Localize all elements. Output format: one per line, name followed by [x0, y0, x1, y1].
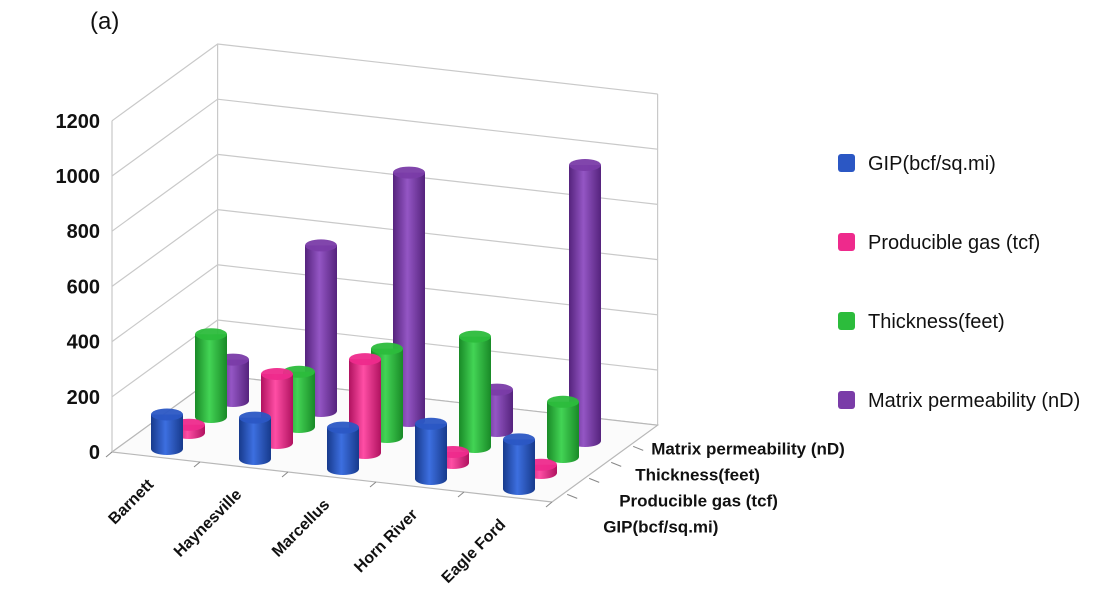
- x-category-label: Haynesville: [171, 486, 245, 560]
- x-tick: [457, 491, 465, 498]
- y-axis: 0 200 400 600 800 1000 1200: [56, 111, 101, 464]
- depth-tick: [611, 461, 622, 467]
- y-tick-label: 1000: [56, 166, 101, 188]
- y-tick-label: 800: [67, 221, 100, 243]
- bar: [327, 421, 359, 475]
- bar: [151, 408, 183, 455]
- legend-label-gip: GIP(bcf/sq.mi): [868, 153, 996, 175]
- legend-swatch-gip: [838, 154, 855, 172]
- bar: [459, 330, 491, 453]
- x-tick: [193, 461, 201, 468]
- x-tick: [105, 451, 113, 458]
- legend-swatch-thickness: [838, 312, 855, 330]
- bars: [151, 159, 601, 495]
- x-category-label: Marcellus: [269, 496, 333, 560]
- depth-axis-label: GIP(bcf/sq.mi): [603, 517, 718, 536]
- bar: [503, 433, 535, 495]
- legend-label-matrix-permeability: Matrix permeability (nD): [868, 390, 1081, 412]
- bar: [195, 328, 227, 423]
- y-tick-label: 1200: [56, 111, 101, 133]
- legend-label-thickness: Thickness(feet): [868, 311, 1005, 333]
- depth-axis-label: Thickness(feet): [635, 465, 760, 484]
- depth-axis: GIP(bcf/sq.mi) Producible gas (tcf) Thickn…: [567, 439, 845, 536]
- y-tick-label: 600: [67, 276, 100, 298]
- depth-axis-label: Matrix permeability (nD): [651, 439, 845, 458]
- x-category-label: Eagle Ford: [439, 516, 509, 586]
- legend-label-producible-gas: Producible gas (tcf): [868, 232, 1041, 254]
- legend-item-gip: GIP(bcf/sq.mi): [838, 150, 1093, 186]
- x-tick: [545, 501, 553, 508]
- bar: [415, 417, 447, 485]
- bar: [547, 395, 579, 463]
- x-tick: [369, 481, 377, 488]
- gridline: [111, 43, 658, 122]
- bar: [239, 411, 271, 465]
- bar: [569, 159, 601, 447]
- legend-item-thickness: Thickness(feet): [838, 308, 1093, 344]
- panel-label: (a): [90, 8, 120, 35]
- depth-tick: [633, 445, 644, 451]
- depth-axis-label: Producible gas (tcf): [619, 491, 778, 510]
- x-category-label: Barnett: [106, 476, 158, 528]
- legend-item-producible-gas: Producible gas (tcf): [838, 229, 1093, 265]
- y-tick-label: 400: [67, 332, 100, 354]
- legend: GIP(bcf/sq.mi) Producible gas (tcf) Thic…: [838, 150, 1093, 466]
- depth-tick: [567, 493, 578, 499]
- x-tick: [281, 471, 289, 478]
- legend-swatch-matrix-permeability: [838, 391, 855, 409]
- legend-item-matrix-permeability: Matrix permeability (nD): [838, 387, 1093, 423]
- y-tick-label: 0: [89, 442, 100, 464]
- depth-tick: [589, 477, 600, 483]
- x-category-label: Horn River: [351, 506, 421, 576]
- legend-swatch-producible-gas: [838, 233, 855, 251]
- y-tick-label: 200: [67, 387, 100, 409]
